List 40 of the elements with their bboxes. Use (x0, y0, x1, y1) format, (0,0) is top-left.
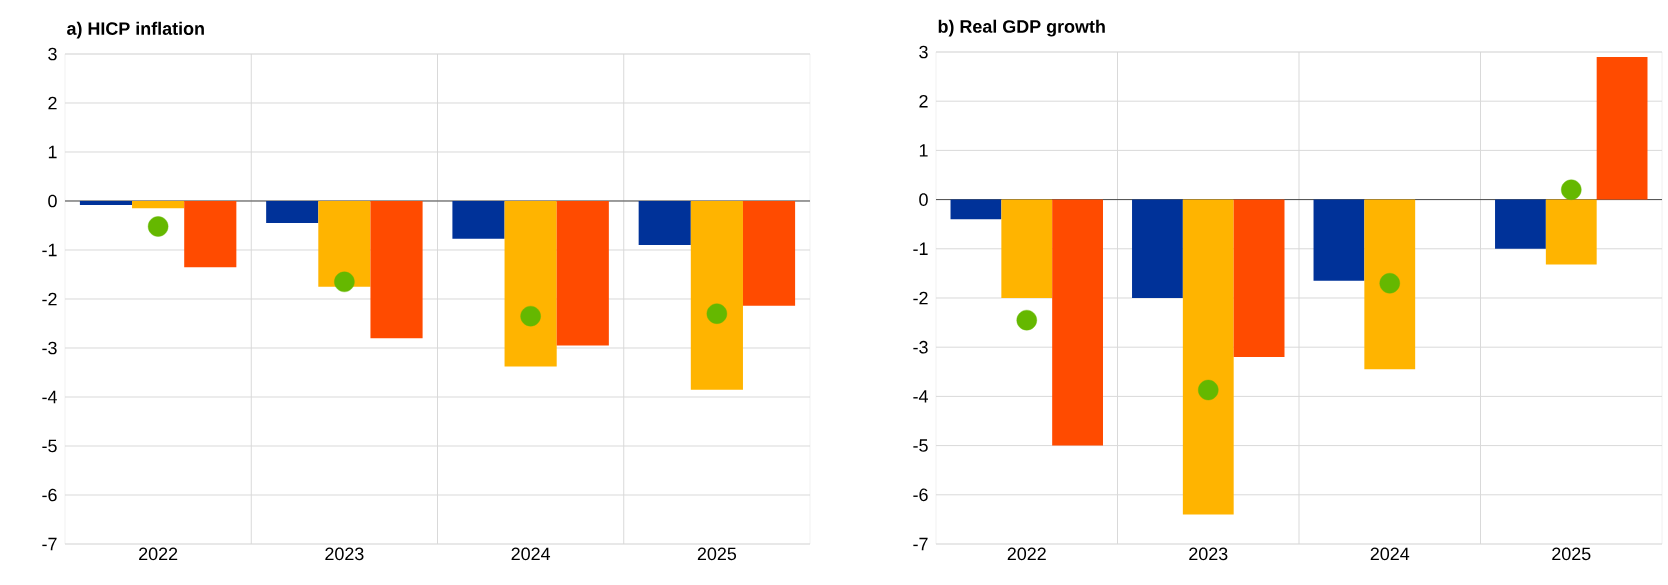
y-tick-label: -3 (913, 340, 928, 354)
y-tick-label: 0 (919, 193, 928, 206)
point (706, 303, 728, 324)
y-tick-label: -7 (913, 537, 928, 551)
y-tick-label: -7 (42, 537, 57, 551)
y-tick-label: -2 (42, 292, 57, 306)
y-tick-label: -5 (42, 439, 57, 453)
x-tick-label: 2024 (511, 547, 551, 561)
point (147, 216, 169, 237)
chart-title: b) Real GDP growth (938, 19, 1105, 37)
y-tick-label: 3 (48, 47, 57, 61)
x-tick-label: 2025 (697, 547, 737, 561)
x-tick-label: 2023 (325, 547, 364, 561)
point (1561, 179, 1582, 200)
y-tick-label: -3 (42, 341, 57, 355)
point (1379, 273, 1400, 294)
y-tick-label: -1 (913, 242, 928, 255)
y-tick-label: 2 (919, 94, 928, 108)
y-tick-label: -6 (913, 488, 928, 502)
y-tick-label: 1 (48, 145, 57, 159)
point (520, 305, 541, 327)
y-tick-label: -6 (42, 488, 57, 502)
x-tick-label: 2022 (1007, 547, 1046, 561)
point (334, 271, 355, 293)
y-tick-label: 2 (48, 96, 57, 110)
y-tick-label: 1 (919, 144, 928, 157)
y-tick-label: -5 (913, 439, 928, 452)
y-tick-label: 0 (48, 194, 57, 208)
y-tick-label: -4 (42, 390, 57, 404)
point (1198, 379, 1219, 401)
x-tick-label: 2024 (1370, 547, 1410, 561)
y-tick-label: -2 (913, 291, 928, 305)
point (1016, 309, 1037, 331)
y-tick-label: -4 (913, 390, 928, 403)
x-tick-label: 2025 (1552, 547, 1591, 561)
chart-title: a) HICP inflation (67, 21, 204, 39)
y-tick-label: -1 (42, 243, 57, 257)
x-tick-label: 2022 (139, 547, 178, 561)
x-tick-label: 2023 (1189, 547, 1228, 561)
y-tick-label: 3 (919, 45, 928, 59)
